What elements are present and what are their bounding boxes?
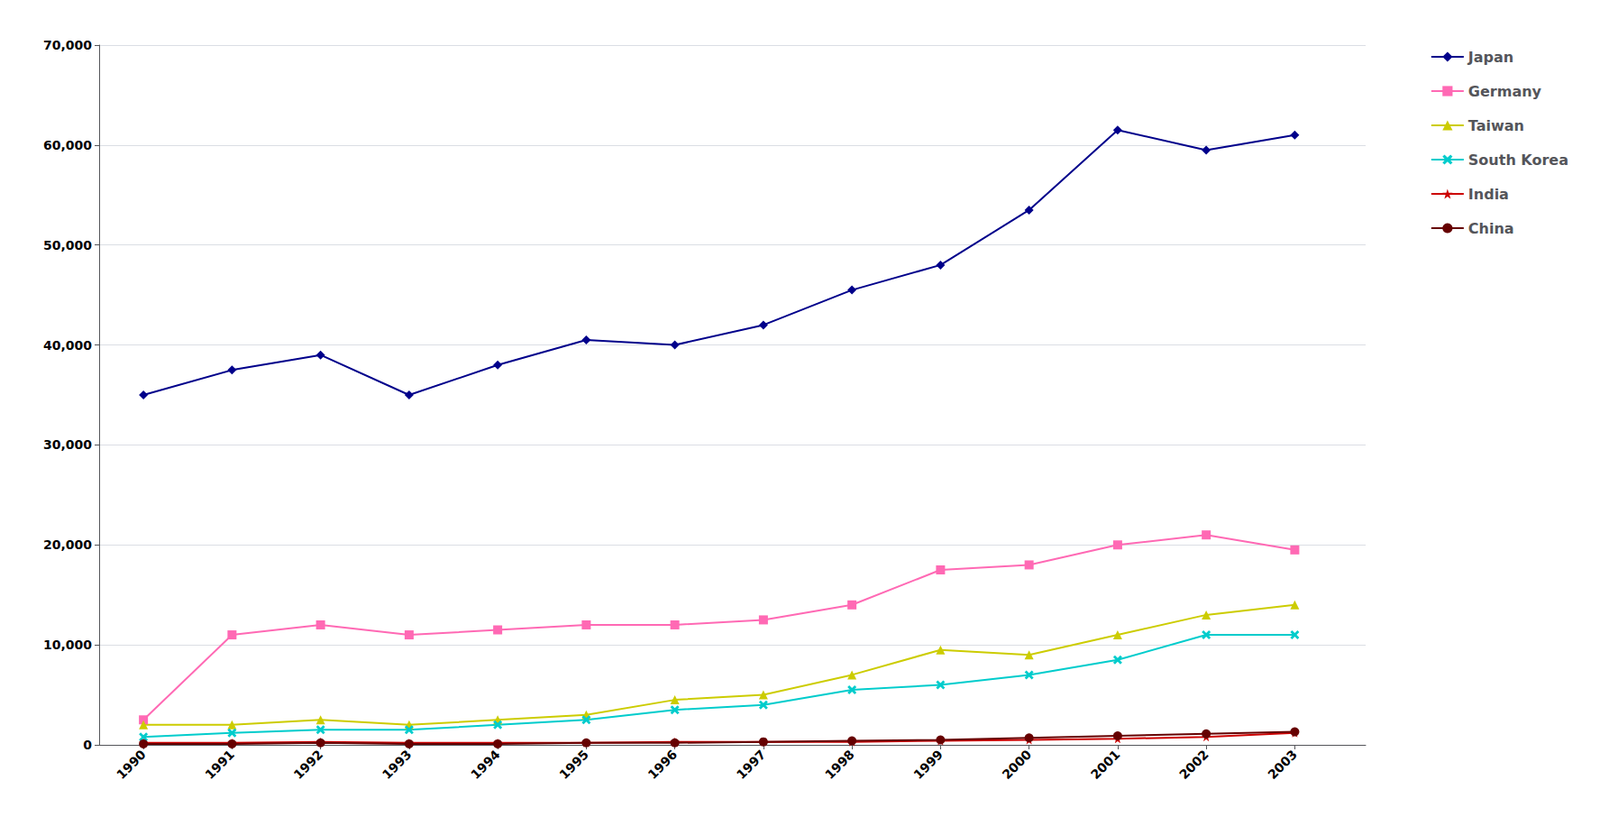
- svg-text:1999: 1999: [910, 746, 946, 782]
- svg-text:0: 0: [82, 737, 92, 752]
- svg-text:1991: 1991: [201, 746, 238, 782]
- svg-text:Japan: Japan: [1467, 48, 1514, 66]
- svg-text:1995: 1995: [556, 746, 592, 782]
- svg-text:1990: 1990: [113, 746, 149, 782]
- svg-text:30,000: 30,000: [43, 437, 92, 452]
- svg-text:1997: 1997: [733, 746, 769, 782]
- svg-text:60,000: 60,000: [43, 137, 92, 153]
- svg-text:1996: 1996: [644, 746, 680, 782]
- svg-text:South Korea: South Korea: [1468, 151, 1569, 169]
- svg-text:2002: 2002: [1176, 746, 1212, 782]
- svg-text:1998: 1998: [822, 746, 858, 782]
- svg-text:20,000: 20,000: [43, 537, 92, 552]
- svg-text:India: India: [1468, 185, 1509, 203]
- svg-text:1992: 1992: [290, 746, 326, 782]
- svg-text:Taiwan: Taiwan: [1468, 117, 1525, 135]
- svg-text:2003: 2003: [1264, 746, 1300, 782]
- svg-text:1993: 1993: [379, 746, 415, 782]
- svg-text:1994: 1994: [467, 746, 503, 782]
- svg-text:2000: 2000: [998, 746, 1034, 782]
- svg-text:10,000: 10,000: [43, 637, 92, 652]
- svg-text:Germany: Germany: [1468, 82, 1543, 101]
- svg-text:2001: 2001: [1088, 746, 1124, 782]
- svg-text:70,000: 70,000: [43, 37, 92, 53]
- svg-text:China: China: [1468, 219, 1515, 238]
- svg-text:40,000: 40,000: [43, 338, 92, 353]
- svg-text:50,000: 50,000: [43, 237, 92, 253]
